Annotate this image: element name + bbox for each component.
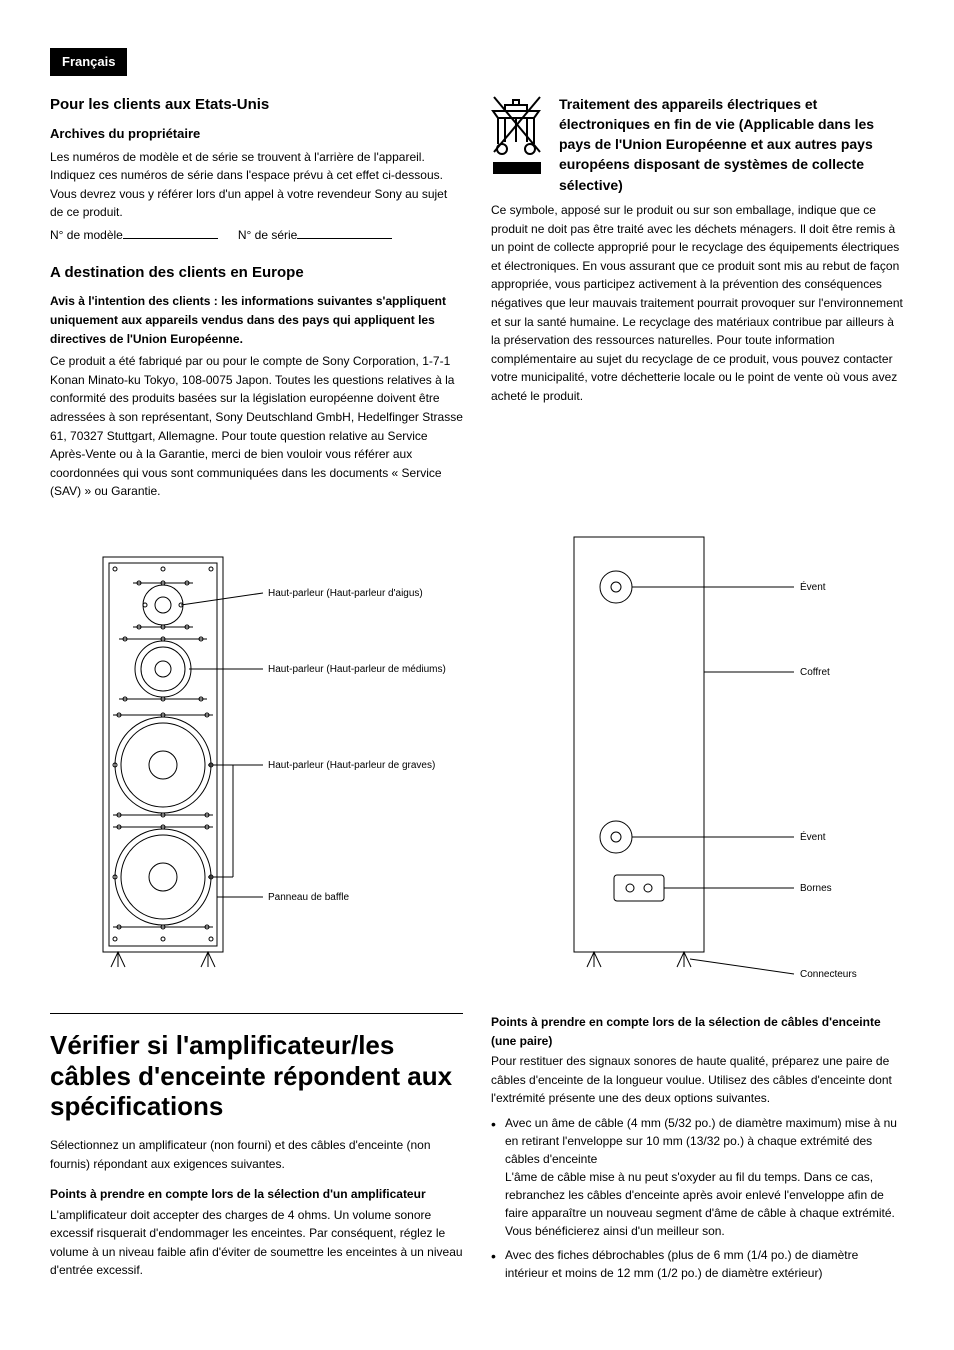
paragraph-eu-body: Ce produit a été fabriqué par ou pour le… [50, 352, 463, 501]
callout-terminals: Bornes [800, 883, 832, 894]
bottom-left-column: Vérifier si l'amplificateur/les câbles d… [50, 987, 463, 1288]
paragraph-intro-specs: Sélectionnez un amplificateur (non fourn… [50, 1136, 463, 1173]
paragraph-archives: Les numéros de modèle et de série se tro… [50, 148, 463, 222]
serial-number-field[interactable] [297, 227, 392, 239]
serial-number-label: N° de série [238, 228, 298, 242]
heading-eu-customers: A destination des clients en Europe [50, 262, 463, 285]
left-column: Pour les clients aux Etats-Unis Archives… [50, 94, 463, 505]
bullet-bare-wire: Avec un âme de câble (4 mm (5/32 po.) de… [491, 1114, 904, 1240]
model-number-label: N° de modèle [50, 228, 123, 242]
rear-speaker-diagram: Évent Coffret Évent Bornes Connecteurs [491, 527, 904, 987]
section-divider [50, 1013, 463, 1014]
weee-title: Traitement des appareils électriques et … [559, 94, 904, 195]
heading-amp-selection: Points à prendre en compte lors de la sé… [50, 1185, 463, 1204]
bullet-bare-wire-line1: Avec un âme de câble (4 mm (5/32 po.) de… [505, 1116, 897, 1166]
paragraph-cable-intro: Pour restituer des signaux sonores de ha… [491, 1052, 904, 1108]
language-tag: Français [50, 48, 127, 76]
callout-mid: Haut-parleur (Haut-parleur de médiums) [268, 664, 446, 675]
heading-verify-specs: Vérifier si l'amplificateur/les câbles d… [50, 1030, 463, 1122]
top-columns: Pour les clients aux Etats-Unis Archives… [50, 94, 904, 505]
bottom-columns: Vérifier si l'amplificateur/les câbles d… [50, 987, 904, 1288]
heading-cable-selection: Points à prendre en compte lors de la sé… [491, 1013, 904, 1050]
paragraph-amp: L'amplificateur doit accepter des charge… [50, 1206, 463, 1280]
heading-us-customers: Pour les clients aux Etats-Unis [50, 94, 463, 117]
bullet-bare-wire-line2: L'âme de câble mise à nu peut s'oxyder a… [505, 1170, 895, 1238]
weee-block: Traitement des appareils électriques et … [491, 94, 904, 195]
weee-bin-icon [491, 94, 545, 183]
serial-number-block: N° de modèle N° de série [50, 226, 463, 244]
paragraph-eu-notice-bold: Avis à l'intention des clients : les inf… [50, 292, 463, 348]
heading-owner-archives: Archives du propriétaire [50, 124, 463, 144]
callout-cabinet: Coffret [800, 667, 830, 678]
front-speaker-diagram: Haut-parleur (Haut-parleur d'aigus) Haut… [50, 547, 463, 987]
callout-vent-bottom: Évent [800, 830, 826, 843]
callout-woofer: Haut-parleur (Haut-parleur de graves) [268, 760, 435, 771]
speaker-diagrams-row: Haut-parleur (Haut-parleur d'aigus) Haut… [50, 527, 904, 987]
callout-tweeter: Haut-parleur (Haut-parleur d'aigus) [268, 588, 423, 599]
cable-bullet-list: Avec un âme de câble (4 mm (5/32 po.) de… [491, 1114, 904, 1282]
callout-vent-top: Évent [800, 580, 826, 593]
model-number-field[interactable] [123, 227, 218, 239]
callout-connectors: Connecteurs [800, 969, 857, 980]
callout-baffle: Panneau de baffle [268, 892, 349, 903]
bullet-banana-plug: Avec des fiches débrochables (plus de 6 … [491, 1246, 904, 1282]
weee-body: Ce symbole, apposé sur le produit ou sur… [491, 201, 904, 406]
bottom-right-column: Points à prendre en compte lors de la sé… [491, 987, 904, 1288]
right-column: Traitement des appareils électriques et … [491, 94, 904, 505]
